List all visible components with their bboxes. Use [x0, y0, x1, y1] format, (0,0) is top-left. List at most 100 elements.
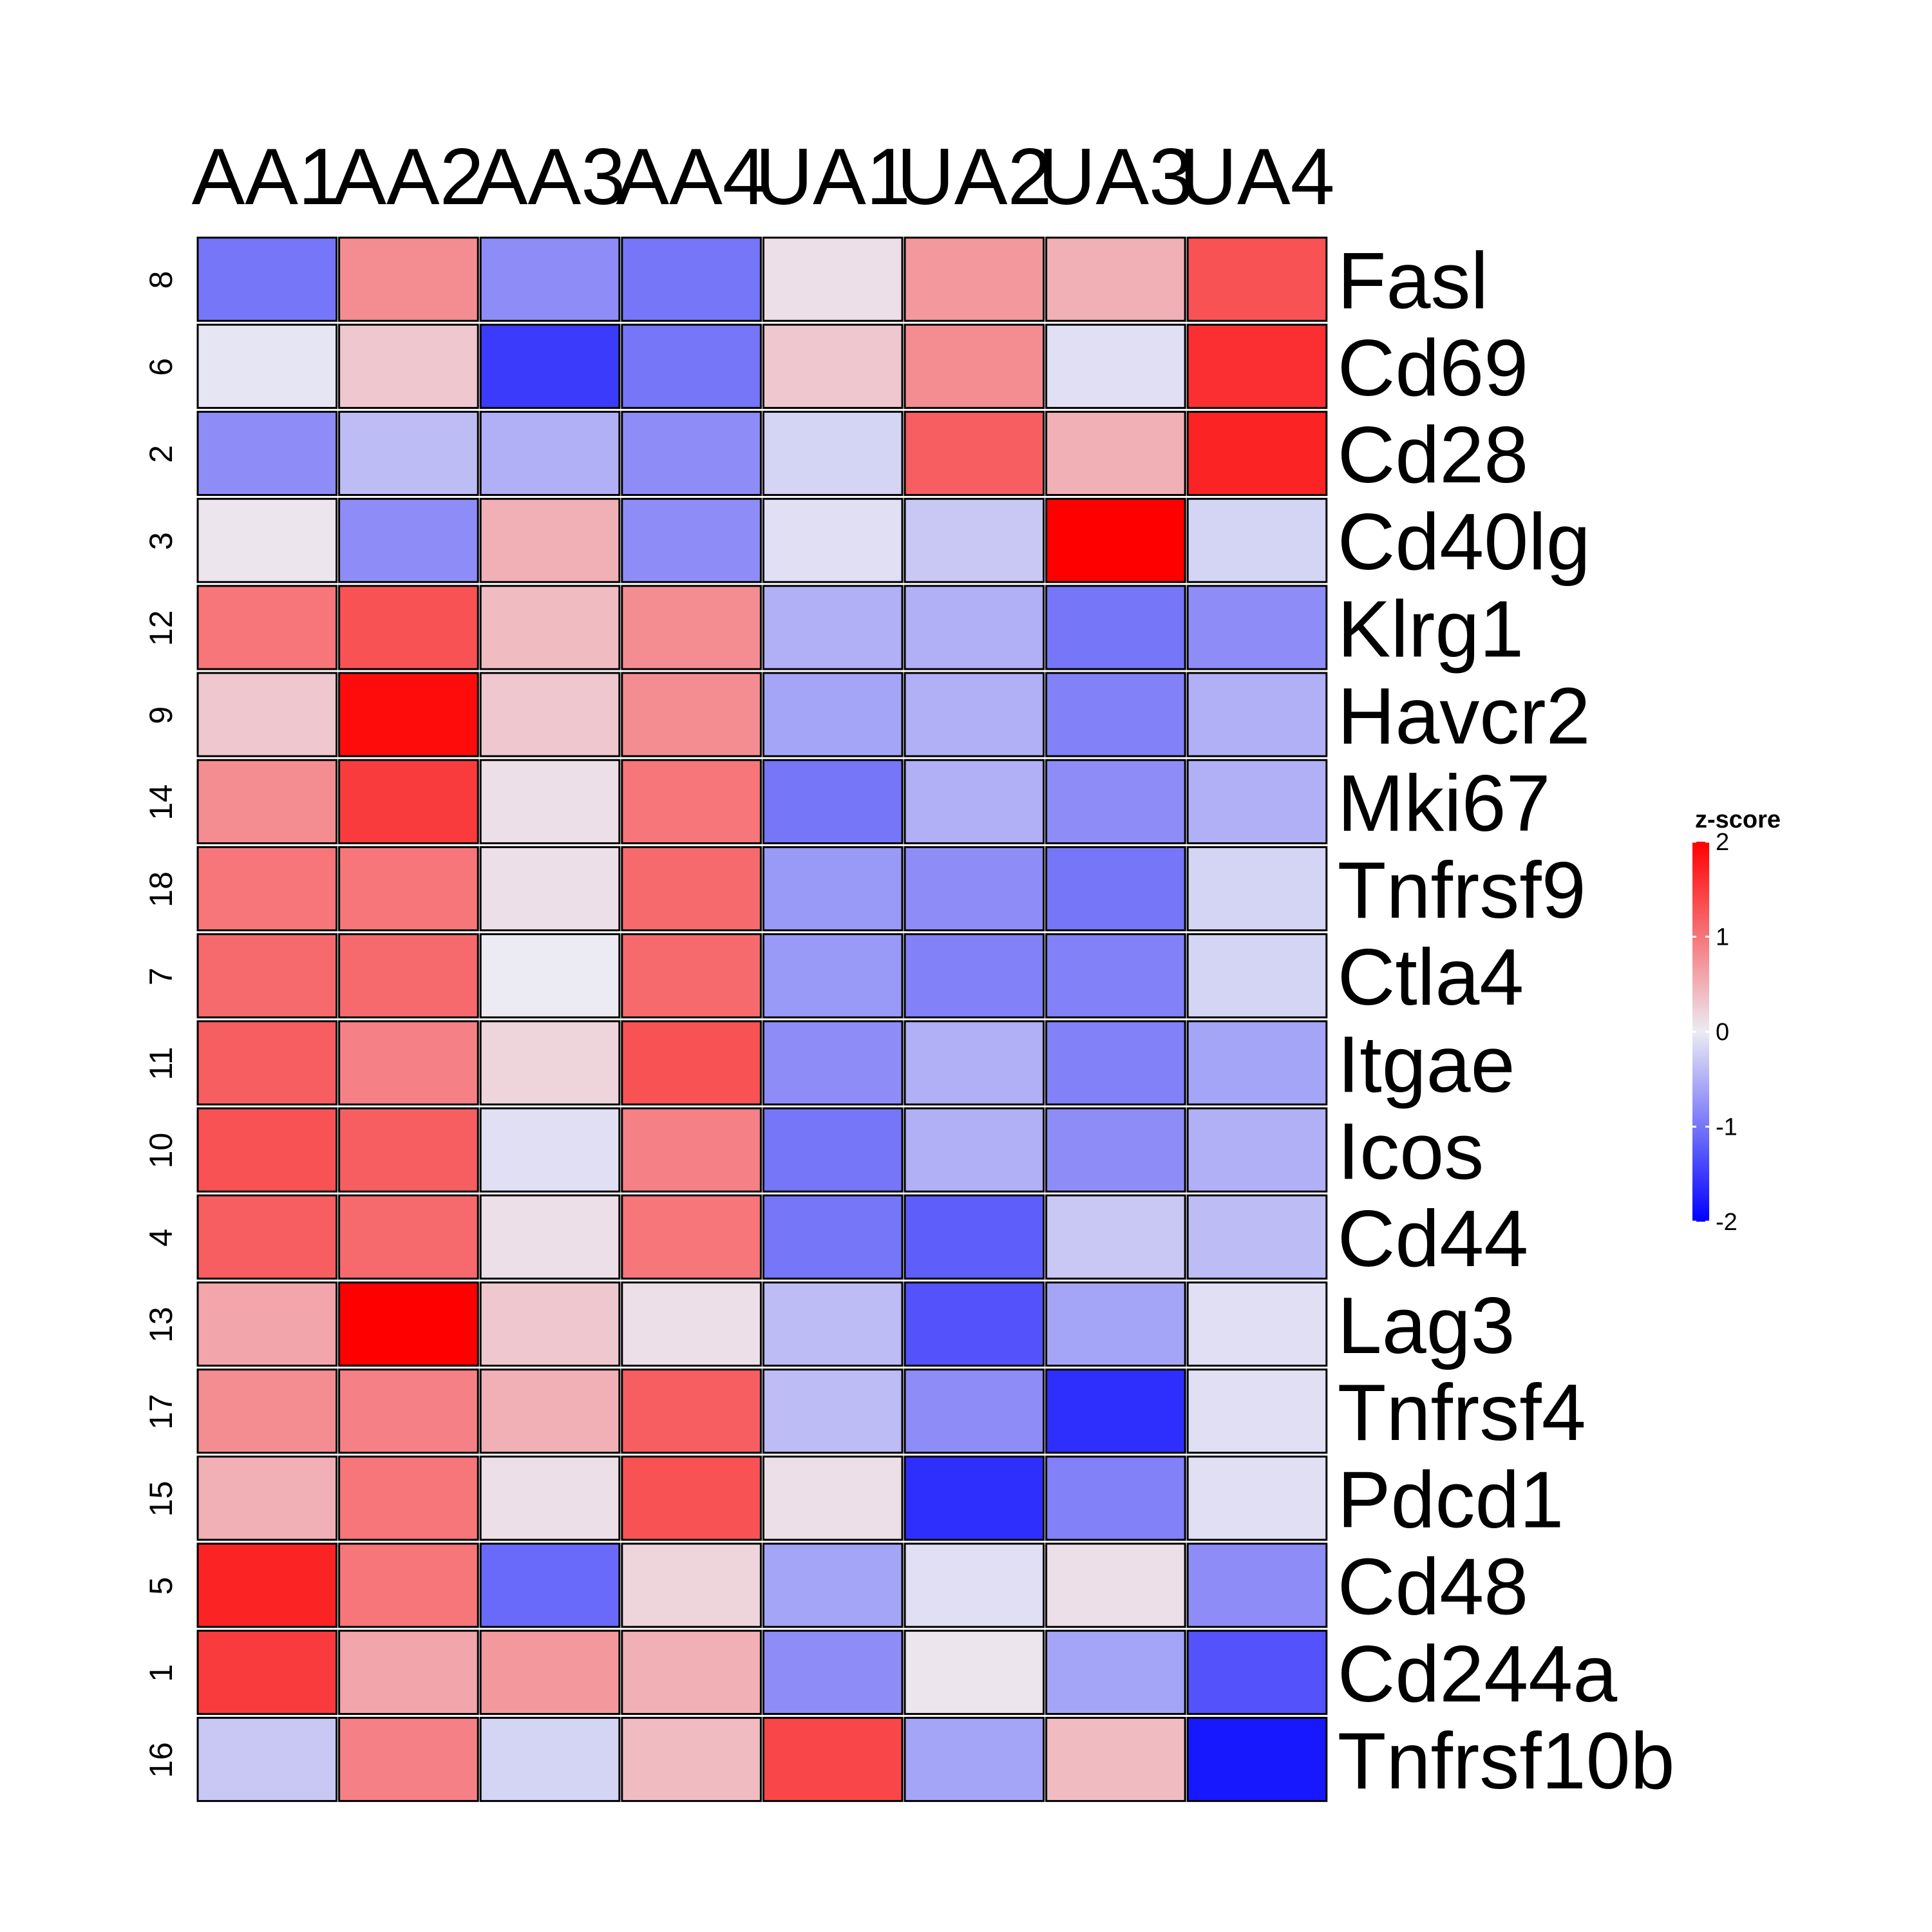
heatmap-cell: [621, 585, 762, 670]
heatmap-cell: [338, 1281, 479, 1367]
row-labels: FaslCd69Cd28Cd40lgKlrg1Havcr2Mki67Tnfrsf…: [1338, 237, 1675, 1806]
row-id-label: 7: [143, 967, 179, 985]
heatmap-cell: [762, 672, 904, 757]
heatmap-cell: [338, 1020, 479, 1106]
legend-tick-label: -2: [1716, 1209, 1738, 1236]
heatmap-cell: [479, 498, 621, 583]
row-id-label: 5: [143, 1577, 179, 1595]
heatmap-cell: [621, 1455, 762, 1541]
row-label: Tnfrsf10b: [1338, 1717, 1675, 1806]
heatmap-cell: [621, 1368, 762, 1454]
heatmap-cell: [904, 585, 1045, 670]
heatmap-cell: [1045, 1629, 1186, 1715]
row-id-label: 16: [143, 1742, 179, 1778]
row-id-label: 13: [143, 1307, 179, 1343]
heatmap-cell: [904, 1368, 1045, 1454]
row-id-label: 2: [143, 445, 179, 463]
heatmap-cell: [196, 1368, 338, 1454]
heatmap-cell: [196, 1107, 338, 1193]
heatmap-cell: [338, 1716, 479, 1803]
heatmap-cell: [1045, 1542, 1186, 1628]
heatmap-cell: [479, 1368, 621, 1454]
heatmap-cell: [1045, 323, 1186, 409]
heatmap-cell: [196, 1281, 338, 1367]
heatmap-cell: [762, 1716, 904, 1803]
heatmap-cell: [1186, 1542, 1328, 1628]
heatmap-cell: [621, 236, 762, 322]
heatmap-cell: [904, 1455, 1045, 1541]
legend-ticks: 2 1 0 -1 -2: [1692, 829, 1738, 1236]
heatmap-cell: [1186, 1629, 1328, 1715]
column-label: UA1: [755, 133, 911, 222]
heatmap-cell: [1186, 1020, 1328, 1106]
row-label: Cd48: [1338, 1543, 1528, 1632]
heatmap-cell: [1186, 933, 1328, 1019]
row-label: Tnfrsf9: [1338, 846, 1586, 935]
heatmap-cell: [762, 1368, 904, 1454]
heatmap-cell: [904, 1281, 1045, 1367]
heatmap-cell: [1186, 498, 1328, 583]
heatmap-cell: [1045, 672, 1186, 757]
heatmap-cell: [196, 1716, 338, 1803]
heatmap-cell: [904, 1542, 1045, 1628]
column-label: UA4: [1179, 133, 1334, 222]
column-label: UA2: [896, 133, 1052, 222]
row-id-label: 18: [143, 871, 179, 907]
heatmap-cell: [1045, 1194, 1186, 1280]
heatmap-cell: [196, 1455, 338, 1541]
column-label: AA1: [192, 133, 343, 222]
heatmap-cell: [904, 1107, 1045, 1193]
heatmap-cell: [479, 236, 621, 322]
row-id-label: 1: [143, 1664, 179, 1682]
heatmap-cell: [621, 1107, 762, 1193]
heatmap-cell: [762, 323, 904, 409]
row-label: Mki67: [1338, 759, 1551, 848]
heatmap-cell: [338, 672, 479, 757]
heatmap-cell: [338, 498, 479, 583]
heatmap-cell: [196, 672, 338, 757]
heatmap-cell: [1186, 1716, 1328, 1803]
heatmap-cell: [1045, 933, 1186, 1019]
heatmap-cell: [196, 933, 338, 1019]
heatmap-cell: [762, 1020, 904, 1106]
heatmap-cell: [1045, 1716, 1186, 1803]
heatmap-cell: [1045, 1281, 1186, 1367]
heatmap-cell: [1186, 410, 1328, 497]
heatmap-cell: [762, 1107, 904, 1193]
heatmap-cell: [1186, 1281, 1328, 1367]
heatmap-cell: [196, 323, 338, 409]
heatmap-cell: [1045, 236, 1186, 322]
heatmap-cell: [338, 1107, 479, 1193]
heatmap-cell: [621, 933, 762, 1019]
heatmap-cell: [479, 410, 621, 497]
heatmap-cell: [1186, 585, 1328, 670]
heatmap-cell: [621, 1716, 762, 1803]
heatmap-cell: [762, 1281, 904, 1367]
heatmap-cell: [196, 846, 338, 932]
legend-tick-label: 2: [1716, 829, 1729, 856]
heatmap-cell: [1045, 410, 1186, 497]
row-id-label: 8: [143, 271, 179, 289]
heatmap-cell: [904, 1020, 1045, 1106]
row-label: Klrg1: [1338, 585, 1524, 674]
column-label: AA3: [475, 133, 625, 222]
row-label: Pdcd1: [1338, 1455, 1564, 1544]
heatmap-cell: [621, 672, 762, 757]
row-id-label: 12: [143, 611, 179, 647]
heatmap-cell: [1186, 323, 1328, 409]
heatmap-cell: [762, 846, 904, 932]
heatmap-cell: [338, 1629, 479, 1715]
heatmap-cell: [904, 236, 1045, 322]
legend-tick-label: 1: [1716, 924, 1729, 951]
heatmap-cell: [338, 846, 479, 932]
row-label: Tnfrsf4: [1338, 1368, 1586, 1457]
heatmap-cell: [904, 1629, 1045, 1715]
heatmap-cell: [196, 1020, 338, 1106]
row-id-labels: 8 6 2 3 12 9 14 18 7 11 10 4 13 17 15 5 1 16: [143, 271, 179, 1778]
row-id-label: 9: [143, 706, 179, 724]
heatmap-cell: [762, 236, 904, 322]
heatmap-cell: [762, 759, 904, 844]
heatmap-cell: [1045, 1368, 1186, 1454]
heatmap-cell: [621, 1542, 762, 1628]
